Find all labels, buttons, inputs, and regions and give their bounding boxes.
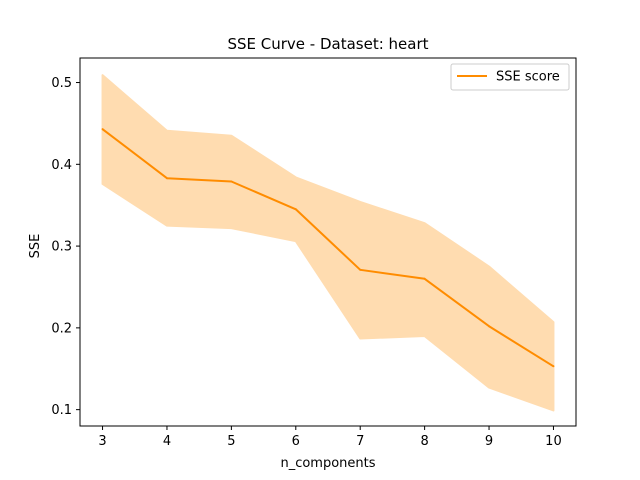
confidence-band bbox=[101, 74, 555, 412]
plot-area: 3 4 5 6 7 8 9 10 0.1 0.2 0.3 0.4 0.5 bbox=[51, 57, 577, 449]
data-point bbox=[423, 277, 426, 280]
data-point bbox=[488, 325, 491, 328]
legend-box bbox=[450, 63, 570, 91]
data-point bbox=[359, 268, 362, 271]
data-point bbox=[230, 180, 233, 183]
chart-title: SSE Curve - Dataset: heart bbox=[227, 35, 428, 53]
data-point bbox=[165, 177, 168, 180]
x-tick-label: 8 bbox=[420, 434, 428, 449]
x-tick-label: 5 bbox=[227, 434, 235, 449]
axes-frame bbox=[79, 57, 577, 427]
x-tick-label: 9 bbox=[485, 434, 493, 449]
data-point bbox=[101, 128, 104, 131]
x-tick-label: 6 bbox=[292, 434, 300, 449]
y-axis-title: SSE bbox=[28, 234, 43, 259]
x-tick-label: 3 bbox=[98, 434, 106, 449]
y-tick-label: 0.2 bbox=[51, 321, 72, 336]
y-tick-label: 0.1 bbox=[51, 403, 72, 418]
y-tick-label: 0.4 bbox=[51, 158, 72, 173]
series-line-sse-score bbox=[101, 128, 554, 368]
legend-label: SSE score bbox=[496, 70, 560, 85]
x-tick-label: 10 bbox=[545, 434, 562, 449]
x-tick-label: 7 bbox=[356, 434, 364, 449]
y-tick-label: 0.5 bbox=[51, 76, 72, 91]
y-tick-label: 0.3 bbox=[51, 240, 72, 255]
data-point bbox=[552, 365, 555, 368]
legend: SSE score bbox=[450, 63, 570, 91]
x-tick-label: 4 bbox=[163, 434, 171, 449]
x-axis-title: n_components bbox=[280, 456, 375, 471]
data-point bbox=[294, 208, 297, 211]
